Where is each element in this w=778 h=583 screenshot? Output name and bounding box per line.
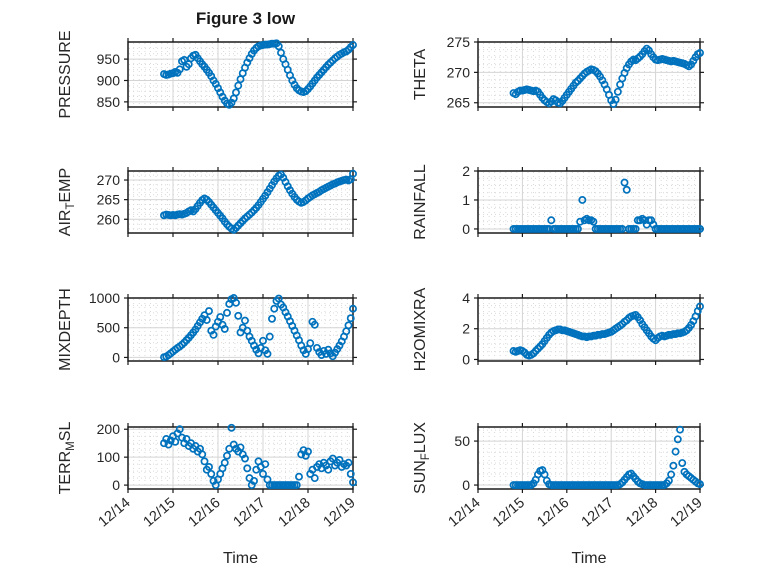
xtick-label: 12/16 <box>534 495 572 531</box>
ytick-label-terr-msl: 200 <box>97 421 121 437</box>
ylabel-rainfall: RAINFALL <box>412 164 429 240</box>
ytick-label-h2omixra: 0 <box>462 351 470 367</box>
ytick-label-rainfall: 0 <box>462 221 470 237</box>
ytick-label-mixdepth: 1000 <box>89 290 120 306</box>
ytick-label-h2omixra: 2 <box>462 321 470 337</box>
xtick-label: 12/17 <box>579 495 617 531</box>
ytick-label-theta: 270 <box>447 64 471 80</box>
xtick-label: 12/15 <box>140 495 178 531</box>
ylabel-pressure: PRESSURE <box>57 30 74 118</box>
data-series-h2omixra <box>509 302 704 360</box>
ytick-label-sun-flux: 0 <box>462 477 470 493</box>
ytick-label-pressure: 900 <box>97 72 121 88</box>
ytick-label-terr-msl: 0 <box>112 477 120 493</box>
ytick-label-mixdepth: 500 <box>97 320 121 336</box>
ytick-label-terr-msl: 100 <box>97 449 121 465</box>
xtick-label: 12/15 <box>490 495 528 531</box>
subplot-sun-flux: 0 50 SUNFLUX 12/14 12/15 12/16 12/17 12/18 12/19 <box>412 422 706 531</box>
xtick-label: 12/14 <box>445 495 483 531</box>
ylabel-sun-flux: SUNFLUX <box>412 422 432 494</box>
subplot-terr-msl: 0 100 200 TERRMSL 12/14 12/15 12/16 12/17 12/18 1… <box>57 421 359 530</box>
data-series-terr-msl <box>160 423 357 490</box>
data-series-air-temp <box>160 169 357 234</box>
xtick-label: 12/19 <box>667 495 705 531</box>
data-series-theta <box>509 44 704 108</box>
subplot-mixdepth: 0 500 1000 MIXDEPTH <box>57 288 357 371</box>
ylabel-mixdepth: MIXDEPTH <box>57 288 74 371</box>
x-axis-label-right: Time <box>571 550 607 567</box>
ytick-label-air-temp: 270 <box>97 172 121 188</box>
subplot-pressure: 850 900 950 PRESSURE <box>57 30 357 119</box>
ylabel-terr-msl: TERRMSL <box>57 422 77 495</box>
ytick-label-sun-flux: 50 <box>454 433 470 449</box>
figure-title: Figure 3 low <box>195 9 296 28</box>
ytick-label-air-temp: 265 <box>97 192 121 208</box>
ylabel-h2omixra: H2OMIXRA <box>412 287 429 371</box>
x-axis-label-left: Time <box>223 550 258 567</box>
data-series-rainfall <box>509 178 704 233</box>
ytick-label-air-temp: 260 <box>97 211 121 227</box>
ytick-label-mixdepth: 0 <box>112 349 120 365</box>
xtick-label: 12/14 <box>95 495 133 531</box>
ytick-label-rainfall: 1 <box>462 192 470 208</box>
ytick-label-h2omixra: 4 <box>462 290 470 306</box>
data-series-sun-flux <box>509 425 704 489</box>
ytick-label-pressure: 950 <box>97 51 121 67</box>
xtick-label: 12/17 <box>230 495 268 531</box>
subplot-rainfall: 0 1 2 RAINFALL <box>412 163 704 240</box>
ylabel-air-temp: AIRTEMP <box>57 168 77 236</box>
data-series-pressure <box>160 39 357 109</box>
subplot-theta: 265 270 275 THETA <box>412 34 704 111</box>
ytick-label-theta: 265 <box>447 95 471 111</box>
ytick-label-rainfall: 2 <box>462 163 470 179</box>
xtick-label: 12/19 <box>320 495 358 531</box>
ytick-label-pressure: 850 <box>97 94 121 110</box>
data-series-mixdepth <box>160 294 357 362</box>
subplot-air-temp: 260 265 270 AIRTEMP <box>57 167 357 237</box>
subplot-h2omixra: 0 2 4 H2OMIXRA <box>412 287 704 371</box>
xtick-label: 12/16 <box>185 495 223 531</box>
xtick-label: 12/18 <box>623 495 661 531</box>
ytick-label-theta: 275 <box>447 34 471 50</box>
ylabel-theta: THETA <box>412 49 429 101</box>
xtick-label: 12/18 <box>275 495 313 531</box>
